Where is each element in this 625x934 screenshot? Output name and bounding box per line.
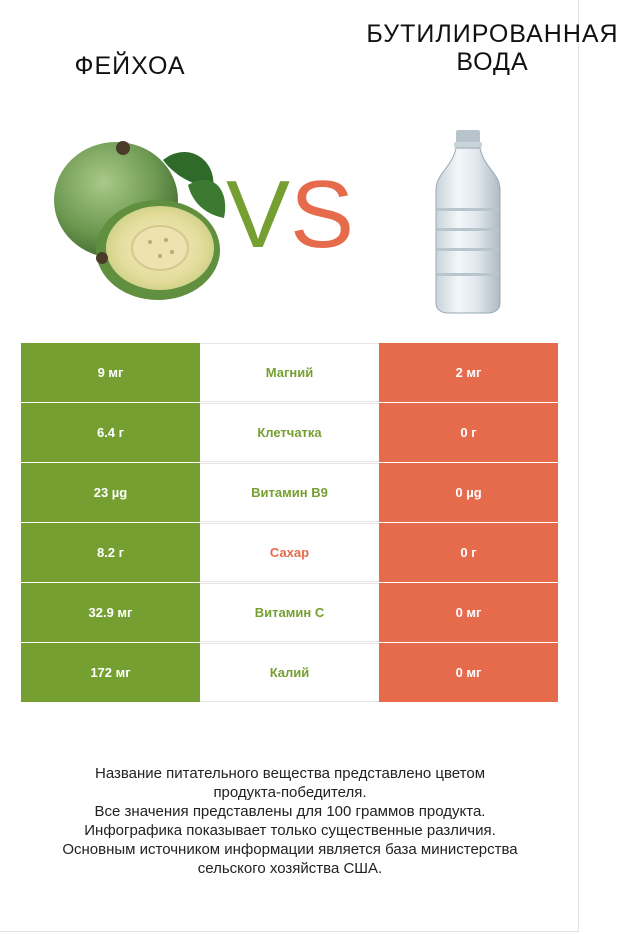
footer-line: Инфографика показывает только существенн… — [84, 822, 496, 839]
footer-line: сельского хозяйства США. — [197, 860, 383, 877]
vs-label: VS — [226, 160, 354, 270]
left-value-cell: 6.4 г — [21, 403, 200, 462]
table-row: 6.4 г Клетчатка 0 г — [21, 403, 558, 462]
right-title-line-1: БУТИЛИРОВАННАЯ — [366, 20, 619, 48]
footer-line: Название питательного вещества представл… — [94, 765, 486, 782]
table-row: 8.2 г Сахар 0 г — [21, 523, 558, 582]
right-value-cell: 0 µg — [379, 463, 558, 522]
left-value-cell: 9 мг — [21, 343, 200, 402]
water-bottle-image — [435, 130, 501, 314]
vs-v-letter: V — [226, 161, 291, 268]
infographic-frame — [0, 0, 579, 932]
right-value-cell: 0 г — [379, 403, 558, 462]
nutrient-name-cell: Магний — [200, 343, 379, 402]
table-row: 23 µg Витамин B9 0 µg — [21, 463, 558, 522]
left-value-cell: 8.2 г — [21, 523, 200, 582]
nutrient-name-cell: Сахар — [200, 523, 379, 582]
right-value-cell: 0 г — [379, 523, 558, 582]
footer-line: Основным источником информации является … — [62, 841, 518, 858]
table-row: 172 мг Калий 0 мг — [21, 643, 558, 702]
nutrient-name-cell: Витамин B9 — [200, 463, 379, 522]
right-value-cell: 0 мг — [379, 643, 558, 702]
left-value-cell: 23 µg — [21, 463, 200, 522]
footer-notes: Название питательного вещества представл… — [20, 764, 560, 878]
footer-line: Все значения представлены для 100 граммо… — [94, 803, 486, 820]
nutrient-name-cell: Клетчатка — [200, 403, 379, 462]
left-product-title: ФЕЙХОА — [74, 52, 186, 80]
right-product-title: БУТИЛИРОВАННАЯ ВОДА — [360, 20, 625, 76]
nutrient-name-cell: Витамин C — [200, 583, 379, 642]
right-value-cell: 2 мг — [379, 343, 558, 402]
feijoa-image — [54, 141, 226, 300]
left-value-cell: 32.9 мг — [21, 583, 200, 642]
footer-line: продукта-победителя. — [213, 784, 367, 801]
vs-s-letter: S — [290, 161, 355, 268]
table-row: 9 мг Магний 2 мг — [21, 343, 558, 402]
right-title-line-2: ВОДА — [456, 48, 529, 76]
comparison-table: 9 мг Магний 2 мг 6.4 г Клетчатка 0 г 23 µg Вита… — [21, 343, 558, 703]
left-value-cell: 172 мг — [21, 643, 200, 702]
right-value-cell: 0 мг — [379, 583, 558, 642]
nutrient-name-cell: Калий — [200, 643, 379, 702]
